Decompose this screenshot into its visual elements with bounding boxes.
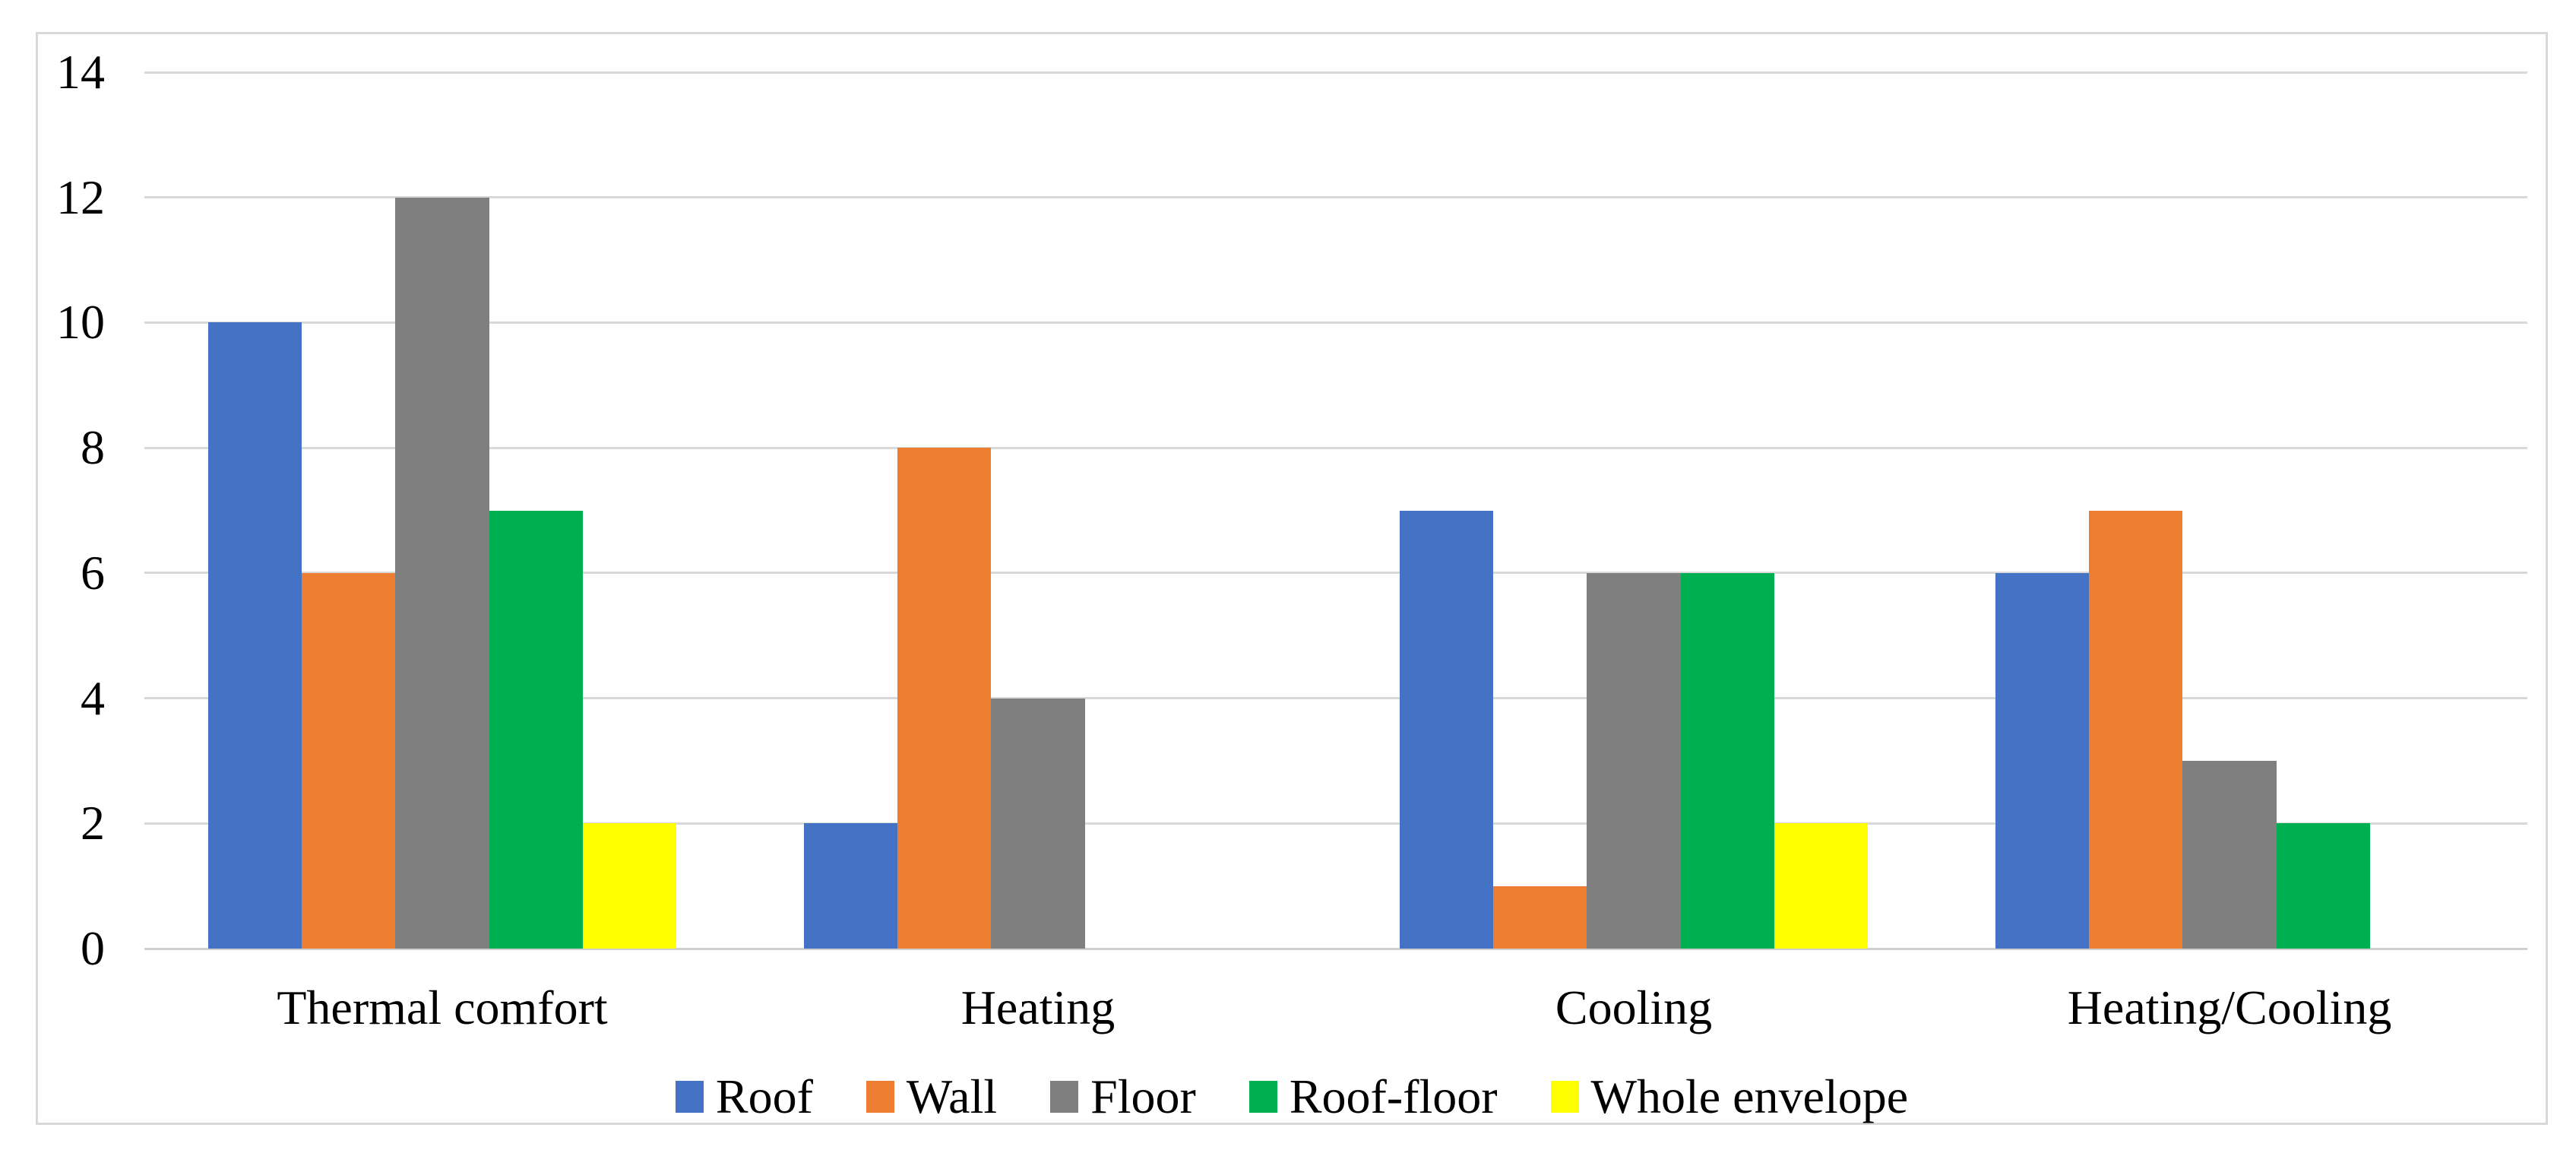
y-axis-tick-label: 14 (56, 45, 105, 99)
y-axis-tick-label: 10 (56, 295, 105, 350)
bar-wall (897, 448, 992, 949)
legend-item-roof: Roof (675, 1069, 813, 1123)
bar-floor (395, 197, 489, 949)
y-axis-tick-label: 2 (81, 796, 105, 851)
gridline (144, 822, 2527, 825)
legend-marker-roof-floor (1248, 1081, 1277, 1113)
bar-block (208, 72, 676, 949)
chart-frame: 0 2 4 6 8 10 12 14 Thermal comfort Heating Coolin… (36, 32, 2548, 1125)
legend-label: Roof (715, 1069, 813, 1123)
bar-group (144, 72, 740, 949)
legend-label: Floor (1090, 1069, 1196, 1123)
bar-floor (991, 698, 1085, 949)
bar-roof (804, 823, 898, 949)
y-axis-tick-label: 0 (81, 921, 105, 975)
bar-groups (144, 72, 2527, 949)
legend: Roof Wall Floor Roof-floor Whole envelope (38, 1062, 2546, 1132)
gridline (144, 196, 2527, 199)
bar-wall (2089, 510, 2183, 949)
bar-roof (208, 322, 302, 949)
y-axis-tick-label: 12 (56, 169, 105, 224)
x-axis-label: Thermal comfort (277, 981, 608, 1034)
bar-roof-floor (2276, 823, 2370, 949)
x-axis-label: Cooling (1555, 981, 1713, 1034)
bar-wall (302, 572, 396, 949)
x-axis-label: Heating (960, 981, 1116, 1034)
bar-whole-envelope (582, 823, 676, 949)
plot-area: 0 2 4 6 8 10 12 14 (56, 48, 2527, 973)
bar-group (1932, 72, 2527, 949)
gridline (144, 321, 2527, 324)
bar-floor (1587, 572, 1681, 949)
gridline (144, 697, 2527, 700)
legend-item-floor: Floor (1050, 1072, 1196, 1121)
bar-block (1400, 72, 1868, 949)
bar-block (1995, 72, 2463, 949)
bar-roof-floor (489, 510, 583, 949)
bar-group (740, 72, 1336, 949)
gridline (144, 572, 2527, 575)
legend-label: Roof-floor (1289, 1069, 1498, 1123)
x-axis-labels: Thermal comfort Heating Cooling Heating/Coo… (144, 981, 2527, 1034)
bar-floor (2182, 760, 2277, 949)
y-axis-tick-label: 4 (81, 670, 105, 725)
bar-wall (1493, 885, 1587, 949)
bar-roof-floor (1680, 572, 1774, 949)
legend-item-roof-floor: Roof-floor (1248, 1069, 1498, 1123)
y-axis-tick-label: 6 (81, 545, 105, 600)
x-axis-label: Heating/Cooling (2067, 981, 2392, 1034)
bar-roof (1400, 510, 1494, 949)
legend-label: Whole envelope (1590, 1069, 1909, 1123)
gridline (144, 446, 2527, 449)
legend-label: Wall (906, 1069, 998, 1123)
bar-block (804, 72, 1271, 949)
bar-whole-envelope (1774, 823, 1868, 949)
legend-item-whole-envelope: Whole envelope (1550, 1069, 1909, 1123)
bar-group (1336, 72, 1932, 949)
legend-marker-floor (1050, 1081, 1079, 1113)
legend-marker-roof (675, 1081, 704, 1113)
legend-item-wall: Wall (866, 1072, 997, 1121)
legend-marker-whole-envelope (1550, 1081, 1579, 1113)
x-axis-line (144, 947, 2527, 950)
legend-marker-wall (866, 1081, 894, 1113)
bar-roof (1995, 572, 2090, 949)
gridline (144, 71, 2527, 74)
y-axis-tick-label: 8 (81, 420, 105, 475)
